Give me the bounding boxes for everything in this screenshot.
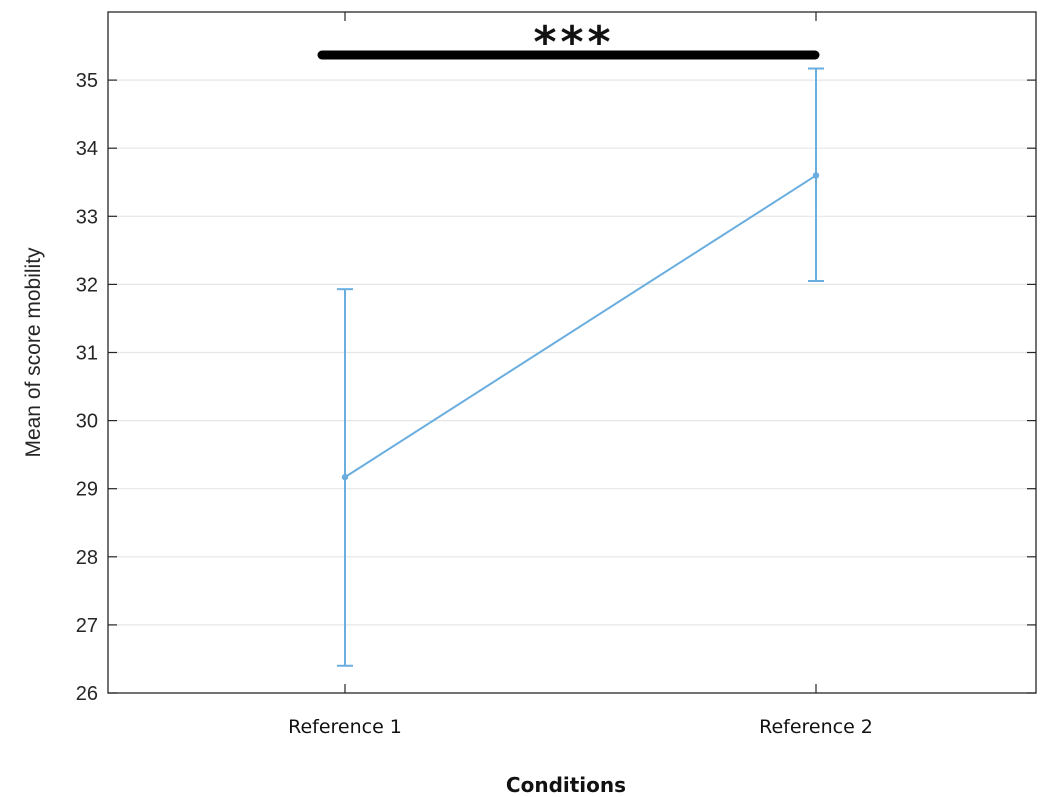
- y-axis-ticks: 26 27 28 29 30 31 32 33 34 35: [76, 70, 1036, 705]
- y-tick-label: 26: [76, 683, 98, 705]
- y-tick-label: 33: [76, 206, 98, 228]
- y-tick-label: 29: [76, 479, 98, 501]
- data-point: [812, 172, 820, 179]
- y-tick-label: 27: [76, 615, 98, 637]
- series-line: [344, 174, 817, 478]
- data-point: [341, 473, 349, 481]
- significance-layer: ***: [317, 17, 820, 68]
- x-tick-label: Reference 1: [288, 716, 402, 738]
- y-axis-title: Mean of score mobility: [22, 247, 45, 458]
- y-tick-label: 34: [76, 138, 98, 160]
- x-axis-title: Conditions: [506, 773, 626, 797]
- y-tick-label: 32: [76, 274, 98, 296]
- y-tick-label: 28: [76, 547, 98, 569]
- series-layer: [337, 67, 824, 667]
- y-tick-label: 35: [76, 70, 98, 92]
- y-tick-label: 31: [76, 343, 98, 365]
- x-axis-ticks: Reference 1 Reference 2: [288, 12, 873, 738]
- significance-label: ***: [533, 17, 614, 68]
- grid-lines: [108, 79, 1036, 626]
- y-tick-label: 30: [76, 411, 98, 433]
- x-tick-label: Reference 2: [759, 716, 873, 738]
